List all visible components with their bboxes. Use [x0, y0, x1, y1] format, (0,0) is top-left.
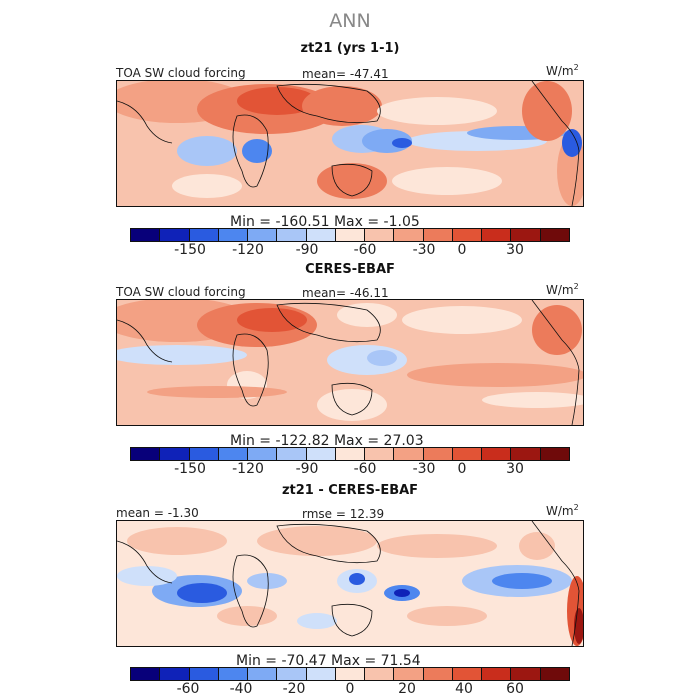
panel-3-map	[116, 520, 584, 647]
colorbar-swatch	[189, 668, 219, 680]
panel-2-variable-label: TOA SW cloud forcing	[116, 285, 246, 299]
colorbar-swatch	[394, 668, 424, 680]
panel-1-mean-label: mean= -47.41	[302, 67, 389, 81]
colorbar-tick: 40	[455, 681, 473, 697]
colorbar-swatch	[248, 668, 278, 680]
units-exponent: 2	[573, 282, 579, 291]
colorbar-swatch	[365, 448, 395, 460]
colorbar-swatch	[394, 229, 424, 241]
colorbar-swatch	[277, 448, 307, 460]
colorbar-swatch	[218, 668, 249, 680]
colorbar-swatch	[452, 668, 483, 680]
colorbar-swatch	[335, 229, 366, 241]
colorbar-swatch	[189, 448, 219, 460]
colorbar-swatch	[540, 229, 569, 241]
colorbar-swatch	[423, 229, 453, 241]
colorbar-swatch	[540, 448, 569, 460]
panel-3-minmax: Min = -70.47 Max = 71.54	[236, 653, 421, 669]
colorbar-swatch	[452, 229, 483, 241]
colorbar-swatch	[277, 668, 307, 680]
colorbar-swatch	[452, 448, 483, 460]
panel-1-colorbar-ticks: -150 -120 -90 -60 -30 0 30	[130, 242, 570, 258]
colorbar-tick: -90	[295, 461, 319, 477]
colorbar-tick: 0	[457, 242, 467, 258]
colorbar-swatch	[218, 229, 249, 241]
panel-2-mean-label: mean= -46.11	[302, 286, 389, 300]
colorbar-tick: -20	[282, 681, 306, 697]
colorbar-tick: -60	[176, 681, 200, 697]
colorbar-swatch	[482, 668, 512, 680]
colorbar-tick: 60	[506, 681, 524, 697]
colorbar-tick: -120	[232, 242, 264, 258]
colorbar-swatch	[540, 668, 569, 680]
colorbar-swatch	[131, 448, 161, 460]
colorbar-swatch	[365, 668, 395, 680]
colorbar-tick: -30	[412, 461, 436, 477]
colorbar-swatch	[189, 229, 219, 241]
colorbar-tick: -60	[353, 461, 377, 477]
units-exponent: 2	[573, 63, 579, 72]
colorbar-swatch	[511, 668, 541, 680]
colorbar-tick: -90	[295, 242, 319, 258]
colorbar-swatch	[306, 668, 336, 680]
colorbar-swatch	[511, 448, 541, 460]
colorbar-swatch	[248, 448, 278, 460]
panel-3-units: W/m2	[546, 503, 579, 518]
panel-2-colorbar	[130, 447, 570, 461]
panel-1-variable-label: TOA SW cloud forcing	[116, 66, 246, 80]
colorbar-tick: -60	[353, 242, 377, 258]
colorbar-swatch	[335, 448, 366, 460]
colorbar-swatch	[335, 668, 366, 680]
colorbar-swatch	[482, 229, 512, 241]
colorbar-swatch	[306, 229, 336, 241]
colorbar-tick: 0	[457, 461, 467, 477]
units-base: W/m	[546, 504, 574, 518]
colorbar-swatch	[131, 668, 161, 680]
colorbar-swatch	[131, 229, 161, 241]
units-exponent: 2	[573, 503, 579, 512]
panel-1-minmax: Min = -160.51 Max = -1.05	[230, 214, 420, 230]
panel-2-colorbar-ticks: -150 -120 -90 -60 -30 0 30	[130, 461, 570, 477]
panel-3-mean-label: mean = -1.30	[116, 506, 199, 520]
colorbar-swatch	[248, 229, 278, 241]
colorbar-tick: -40	[229, 681, 253, 697]
units-base: W/m	[546, 64, 574, 78]
panel-1-units: W/m2	[546, 63, 579, 78]
panel-2-units: W/m2	[546, 282, 579, 297]
colorbar-tick: -150	[174, 461, 206, 477]
panel-3-title: zt21 - CERES-EBAF	[281, 483, 419, 498]
plot-title: ANN	[329, 10, 371, 32]
colorbar-swatch	[160, 229, 190, 241]
colorbar-tick: 30	[506, 242, 524, 258]
colorbar-swatch	[423, 668, 453, 680]
colorbar-swatch	[482, 448, 512, 460]
panel-3-colorbar-ticks: -60 -40 -20 0 20 40 60	[130, 681, 570, 697]
panel-3-rmse-label: rmse = 12.39	[302, 507, 385, 521]
panel-1-title: zt21 (yrs 1-1)	[300, 41, 400, 56]
colorbar-tick: 30	[506, 461, 524, 477]
colorbar-swatch	[365, 229, 395, 241]
colorbar-swatch	[394, 448, 424, 460]
colorbar-tick: -150	[174, 242, 206, 258]
colorbar-swatch	[160, 668, 190, 680]
panel-1-map	[116, 80, 584, 207]
colorbar-swatch	[277, 229, 307, 241]
colorbar-swatch	[160, 448, 190, 460]
colorbar-swatch	[423, 448, 453, 460]
colorbar-swatch	[306, 448, 336, 460]
colorbar-swatch	[218, 448, 249, 460]
colorbar-tick: -120	[232, 461, 264, 477]
units-base: W/m	[546, 283, 574, 297]
panel-1-colorbar	[130, 228, 570, 242]
colorbar-tick: 20	[398, 681, 416, 697]
colorbar-tick: -30	[412, 242, 436, 258]
panel-3-colorbar	[130, 667, 570, 681]
panel-2-minmax: Min = -122.82 Max = 27.03	[230, 433, 424, 449]
colorbar-swatch	[511, 229, 541, 241]
colorbar-tick: 0	[345, 681, 355, 697]
panel-2-title: CERES-EBAF	[305, 262, 395, 277]
panel-2-map	[116, 299, 584, 426]
